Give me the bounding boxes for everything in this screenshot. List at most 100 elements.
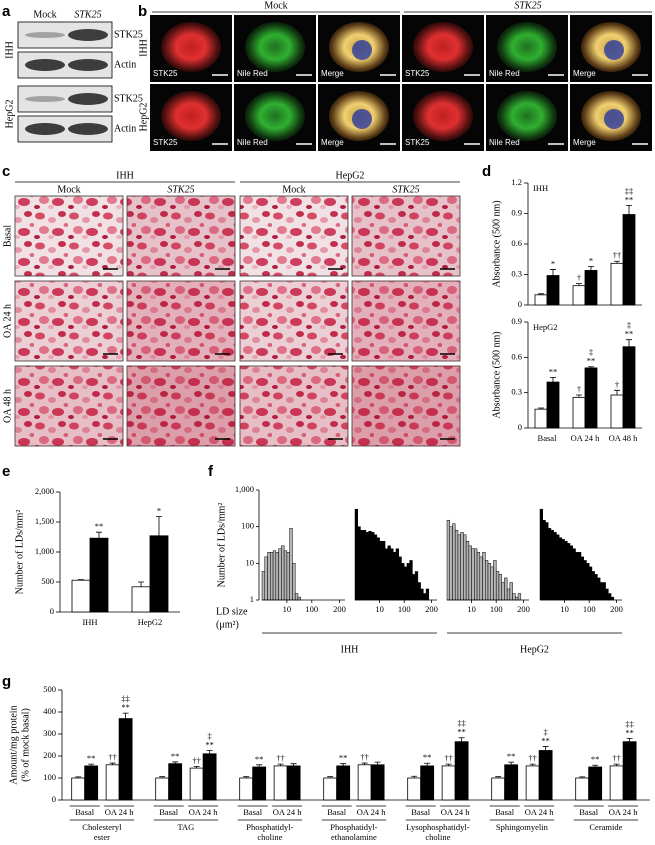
hist-bar [414,571,419,601]
significance: † [577,273,581,283]
group-label: HepG2 [520,644,549,655]
lane-label: STK25 [74,9,101,20]
significance: ‡‡ [457,718,466,728]
condition-label: OA 24 h [609,807,639,817]
bar [420,765,435,801]
y-tick-label: 0.9 [511,316,522,326]
nucleus [604,40,624,60]
condition-label: Basal [75,807,95,817]
condition-label: OA 24 h [189,807,219,817]
hist-bar [545,522,549,601]
error-bar [626,738,633,742]
significance: ** [87,753,96,763]
significance: ** [625,194,634,204]
y-tick-label: 0.6 [511,238,522,248]
hist-bar [398,556,402,601]
hist-bar [553,532,557,601]
significance: ** [171,751,180,761]
band-label: STK25 [114,93,143,104]
hist-bar [490,566,494,601]
y-tick-label: 0 [518,422,522,432]
hist-bar [605,588,609,601]
stain-image [14,195,124,277]
hist-bar [482,552,486,601]
hist-bar [610,596,615,601]
hist-bar [423,593,427,601]
channel-label: STK25 [153,69,178,78]
y-tick-label: 1.2 [511,177,522,187]
group-header: STK25 [514,0,541,11]
channel-label: Nile Red [489,138,520,147]
hist-bar [509,582,513,601]
significance: ‡ [589,347,593,357]
group-label: Cholesteryl [82,822,122,832]
bar [370,764,385,801]
channel-label: Merge [573,138,596,147]
bar [584,367,598,429]
hist-bar [270,552,274,601]
hist-bar [294,593,299,601]
hist-bar [452,523,456,601]
condition-label: Basal [579,807,599,817]
bar [131,586,151,613]
hist-bar [446,519,450,601]
group-label: Sphingomyelin [496,822,549,832]
bar [491,777,506,801]
error-bar [529,763,536,766]
hist-bar [558,537,563,601]
y-tick-label: 100 [241,521,254,531]
group-label: TAG [178,822,195,832]
stain-shade [127,281,235,361]
bar [572,396,586,429]
y-tick-label: 500 [41,576,54,586]
hist-bar [292,563,296,601]
error-bar [424,762,431,766]
stain-image [351,280,461,362]
significance: ** [339,753,348,763]
y-tick-label: 1,000 [235,484,254,494]
error-bar [458,737,465,742]
blot-band [25,59,65,71]
stain-shade [15,281,123,361]
hist-bar [556,534,560,601]
hist-bar [602,582,606,601]
hist-bar [365,532,369,601]
blot-band [68,59,108,71]
error-bar [96,531,102,539]
x-tick-label: 100 [583,604,596,614]
significance: † [615,379,619,389]
blot-band [25,32,65,38]
bar [323,777,338,801]
x-tick-label: 10 [560,604,569,614]
blot-band [25,123,65,135]
group-label: Phosphatidyl- [330,822,377,832]
y-tick-label: 0 [518,299,522,309]
stain-shade [127,196,235,276]
cell [161,22,221,72]
cell [245,22,305,72]
group-label: ester [94,832,110,842]
hist-bar [368,530,372,601]
error-bar [411,775,418,778]
y-tick-label: 100 [43,772,56,782]
bar [534,408,548,429]
bar [273,765,288,801]
panel-letter: f [208,463,214,480]
cell [413,22,473,72]
hist-bar [599,582,604,601]
bar [546,381,560,429]
hist-bar [547,528,552,601]
bar [286,765,301,801]
error-bar [538,407,544,410]
row-label: OA 24 h [2,304,13,338]
hist-bar [384,548,389,601]
hist-bar [465,541,470,601]
panel-letter: g [2,673,11,690]
error-bar [626,339,632,347]
panel-letter: c [2,163,10,180]
panel-letter: e [2,463,10,480]
significance: †† [528,753,537,763]
channel-label: STK25 [405,69,430,78]
error-bar [122,712,129,719]
hist-bar [278,548,282,601]
